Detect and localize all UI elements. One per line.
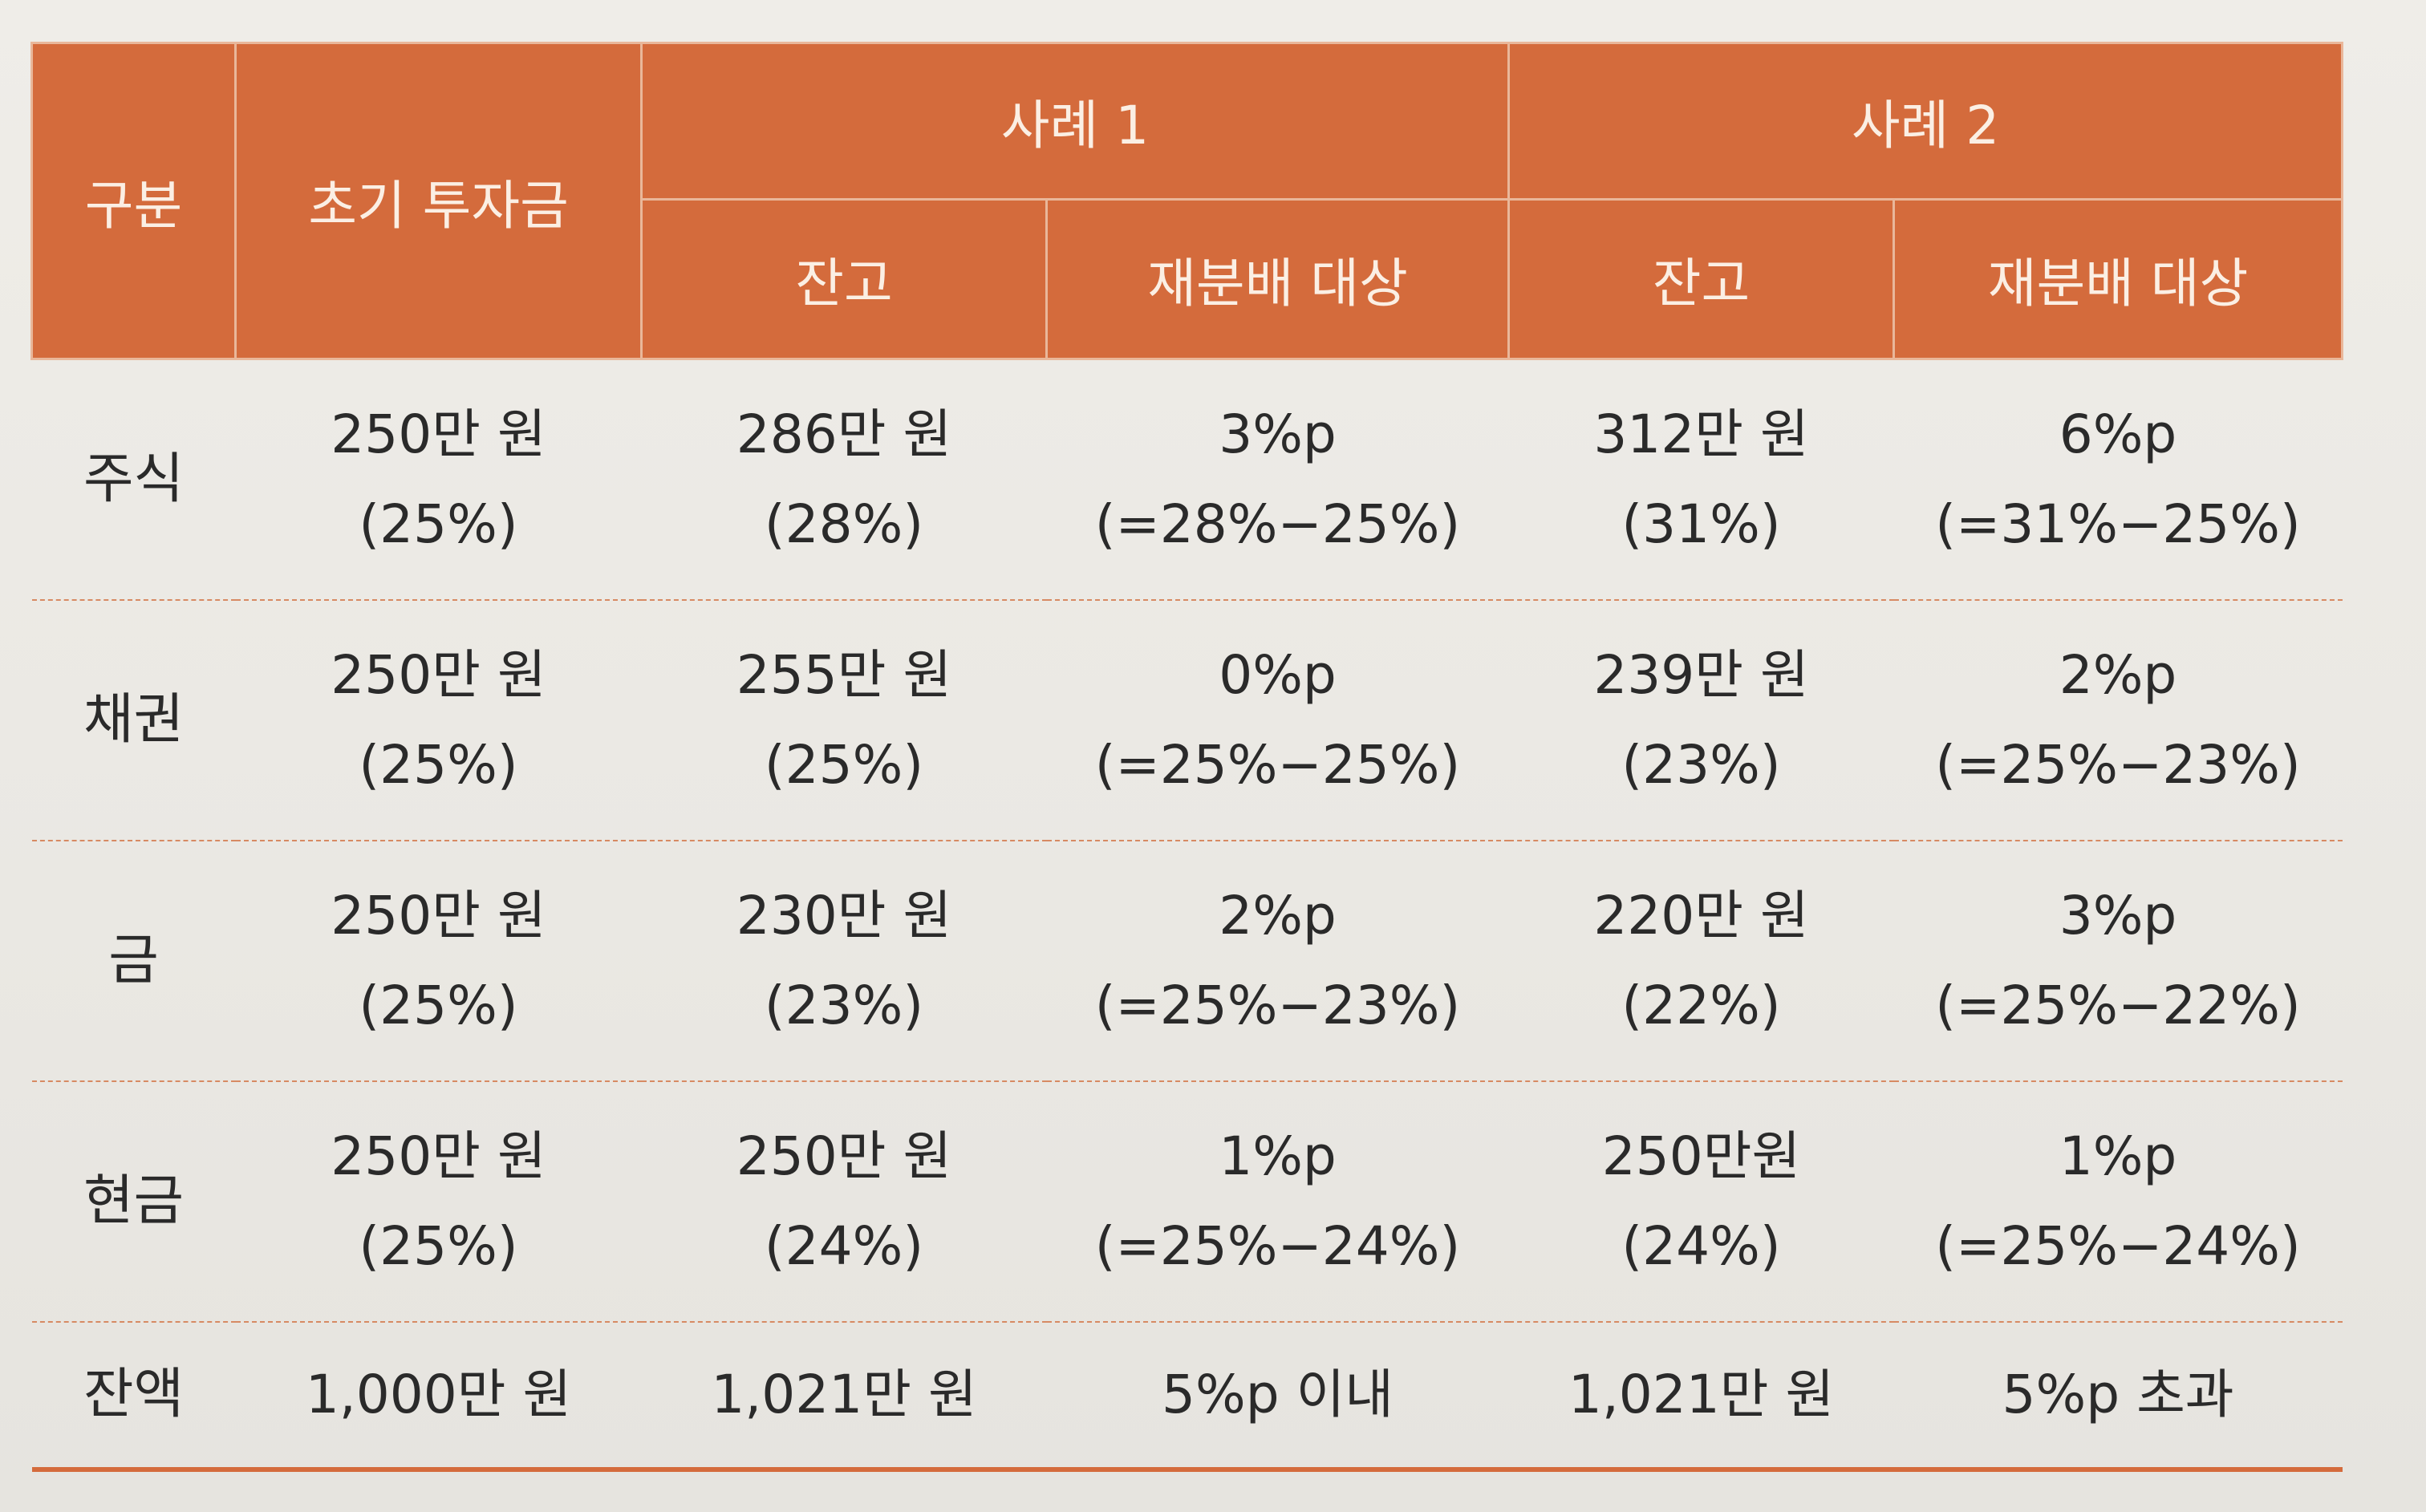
cell-amount: 250만 원 [331,403,546,465]
cell-points: 2%p [1219,885,1337,947]
cell-percent: (28%) [764,493,924,555]
row-label: 주식 [31,359,236,601]
cell-initial: 250만 원 (25%) [235,600,642,841]
header-initial-investment: 초기 투자금 [234,42,643,360]
cell-amount: 250만 원 [331,1125,546,1187]
table-row: 채권 250만 원 (25%) 255만 원 (25%) 0%p (=25%−25%)… [31,600,2343,841]
cell-amount: 250만 원 [331,644,546,706]
cell-case-1-balance: 255만 원 (25%) [641,600,1047,841]
cell-amount: 312만 원 [1593,403,1809,465]
cell-percent: (31%) [1621,493,1781,555]
cell-case-1-balance: 230만 원 (23%) [641,841,1047,1082]
total-case-1-target: 5%p 이내 [1046,1322,1509,1472]
cell-formula: (=25%−23%) [1935,734,2301,796]
header-case-1-balance: 잔고 [640,198,1048,360]
cell-case-1-balance: 250만 원 (24%) [641,1081,1047,1323]
cell-case-1-target: 2%p (=25%−23%) [1046,841,1509,1082]
cell-percent: (24%) [764,1215,924,1277]
cell-case-2-target: 6%p (=31%−25%) [1893,359,2343,601]
cell-points: 1%p [1219,1125,1337,1187]
cell-formula: (=25%−24%) [1094,1215,1461,1277]
cell-case-2-target: 1%p (=25%−24%) [1893,1081,2343,1323]
cell-points: 0%p [1219,644,1337,706]
cell-case-1-target: 0%p (=25%−25%) [1046,600,1509,841]
cell-formula: (=25%−25%) [1094,734,1461,796]
cell-initial: 250만 원 (25%) [235,841,642,1082]
cell-formula: (=31%−25%) [1935,493,2301,555]
cell-percent: (25%) [359,734,518,796]
total-initial: 1,000만 원 [235,1322,642,1472]
cell-amount: 220만 원 [1593,885,1809,947]
table-row: 현금 250만 원 (25%) 250만 원 (24%) 1%p (=25%−24%)… [31,1081,2343,1323]
total-case-2-balance: 1,021만 원 [1508,1322,1894,1472]
cell-case-1-target: 1%p (=25%−24%) [1046,1081,1509,1323]
cell-amount: 250만원 [1601,1125,1801,1187]
cell-points: 3%p [1219,403,1337,465]
cell-percent: (23%) [764,975,924,1036]
cell-case-2-balance: 220만 원 (22%) [1508,841,1894,1082]
cell-amount: 250만 원 [736,1125,952,1187]
cell-amount: 286만 원 [736,403,952,465]
cell-percent: (24%) [1621,1215,1781,1277]
total-label: 잔액 [31,1322,236,1472]
rebalancing-table: 구분 초기 투자금 사례 1 사례 2 잔고 재분배 대상 잔고 재분배 대상 … [30,42,2344,1472]
row-label: 현금 [31,1081,236,1323]
cell-amount: 255만 원 [736,644,952,706]
total-case-1-balance: 1,021만 원 [641,1322,1047,1472]
cell-amount: 250만 원 [331,885,546,947]
header-case-2-balance: 잔고 [1507,198,1896,360]
cell-formula: (=25%−24%) [1935,1215,2301,1277]
total-case-2-target: 5%p 초과 [1893,1322,2343,1472]
cell-case-1-balance: 286만 원 (28%) [641,359,1047,601]
table-row: 금 250만 원 (25%) 230만 원 (23%) 2%p (=25%−23%) … [31,841,2343,1082]
cell-initial: 250만 원 (25%) [235,1081,642,1323]
cell-percent: (25%) [764,734,924,796]
cell-formula: (=28%−25%) [1094,493,1461,555]
cell-case-2-balance: 250만원 (24%) [1508,1081,1894,1323]
cell-case-2-target: 2%p (=25%−23%) [1893,600,2343,841]
header-category: 구분 [30,42,237,360]
cell-formula: (=25%−23%) [1094,975,1461,1036]
cell-percent: (25%) [359,493,518,555]
header-case-1: 사례 1 [639,42,1511,201]
row-label: 채권 [31,600,236,841]
cell-initial: 250만 원 (25%) [235,359,642,601]
cell-points: 1%p [2059,1125,2177,1187]
cell-case-1-target: 3%p (=28%−25%) [1046,359,1509,601]
total-row: 잔액 1,000만 원 1,021만 원 5%p 이내 1,021만 원 5%p… [31,1322,2343,1472]
cell-amount: 239만 원 [1593,644,1809,706]
cell-case-2-balance: 239만 원 (23%) [1508,600,1894,841]
cell-percent: (25%) [359,975,518,1036]
cell-amount: 230만 원 [736,885,952,947]
cell-percent: (25%) [359,1215,518,1277]
table-body: 주식 250만 원 (25%) 286만 원 (28%) 3%p (=28%−25%)… [31,359,2343,1472]
table-row: 주식 250만 원 (25%) 286만 원 (28%) 3%p (=28%−25%)… [31,359,2343,601]
cell-points: 6%p [2059,403,2177,465]
row-label: 금 [31,841,236,1082]
header-case-2: 사례 2 [1507,42,2344,201]
cell-formula: (=25%−22%) [1935,975,2301,1036]
cell-percent: (22%) [1621,975,1781,1036]
header-case-2-rebalance: 재분배 대상 [1893,198,2344,360]
cell-points: 2%p [2059,644,2177,706]
cell-percent: (23%) [1621,734,1781,796]
cell-case-2-target: 3%p (=25%−22%) [1893,841,2343,1082]
table-header: 구분 초기 투자금 사례 1 사례 2 잔고 재분배 대상 잔고 재분배 대상 [30,42,2344,360]
cell-points: 3%p [2059,885,2177,947]
cell-case-2-balance: 312만 원 (31%) [1508,359,1894,601]
header-case-1-rebalance: 재분배 대상 [1045,198,1511,360]
